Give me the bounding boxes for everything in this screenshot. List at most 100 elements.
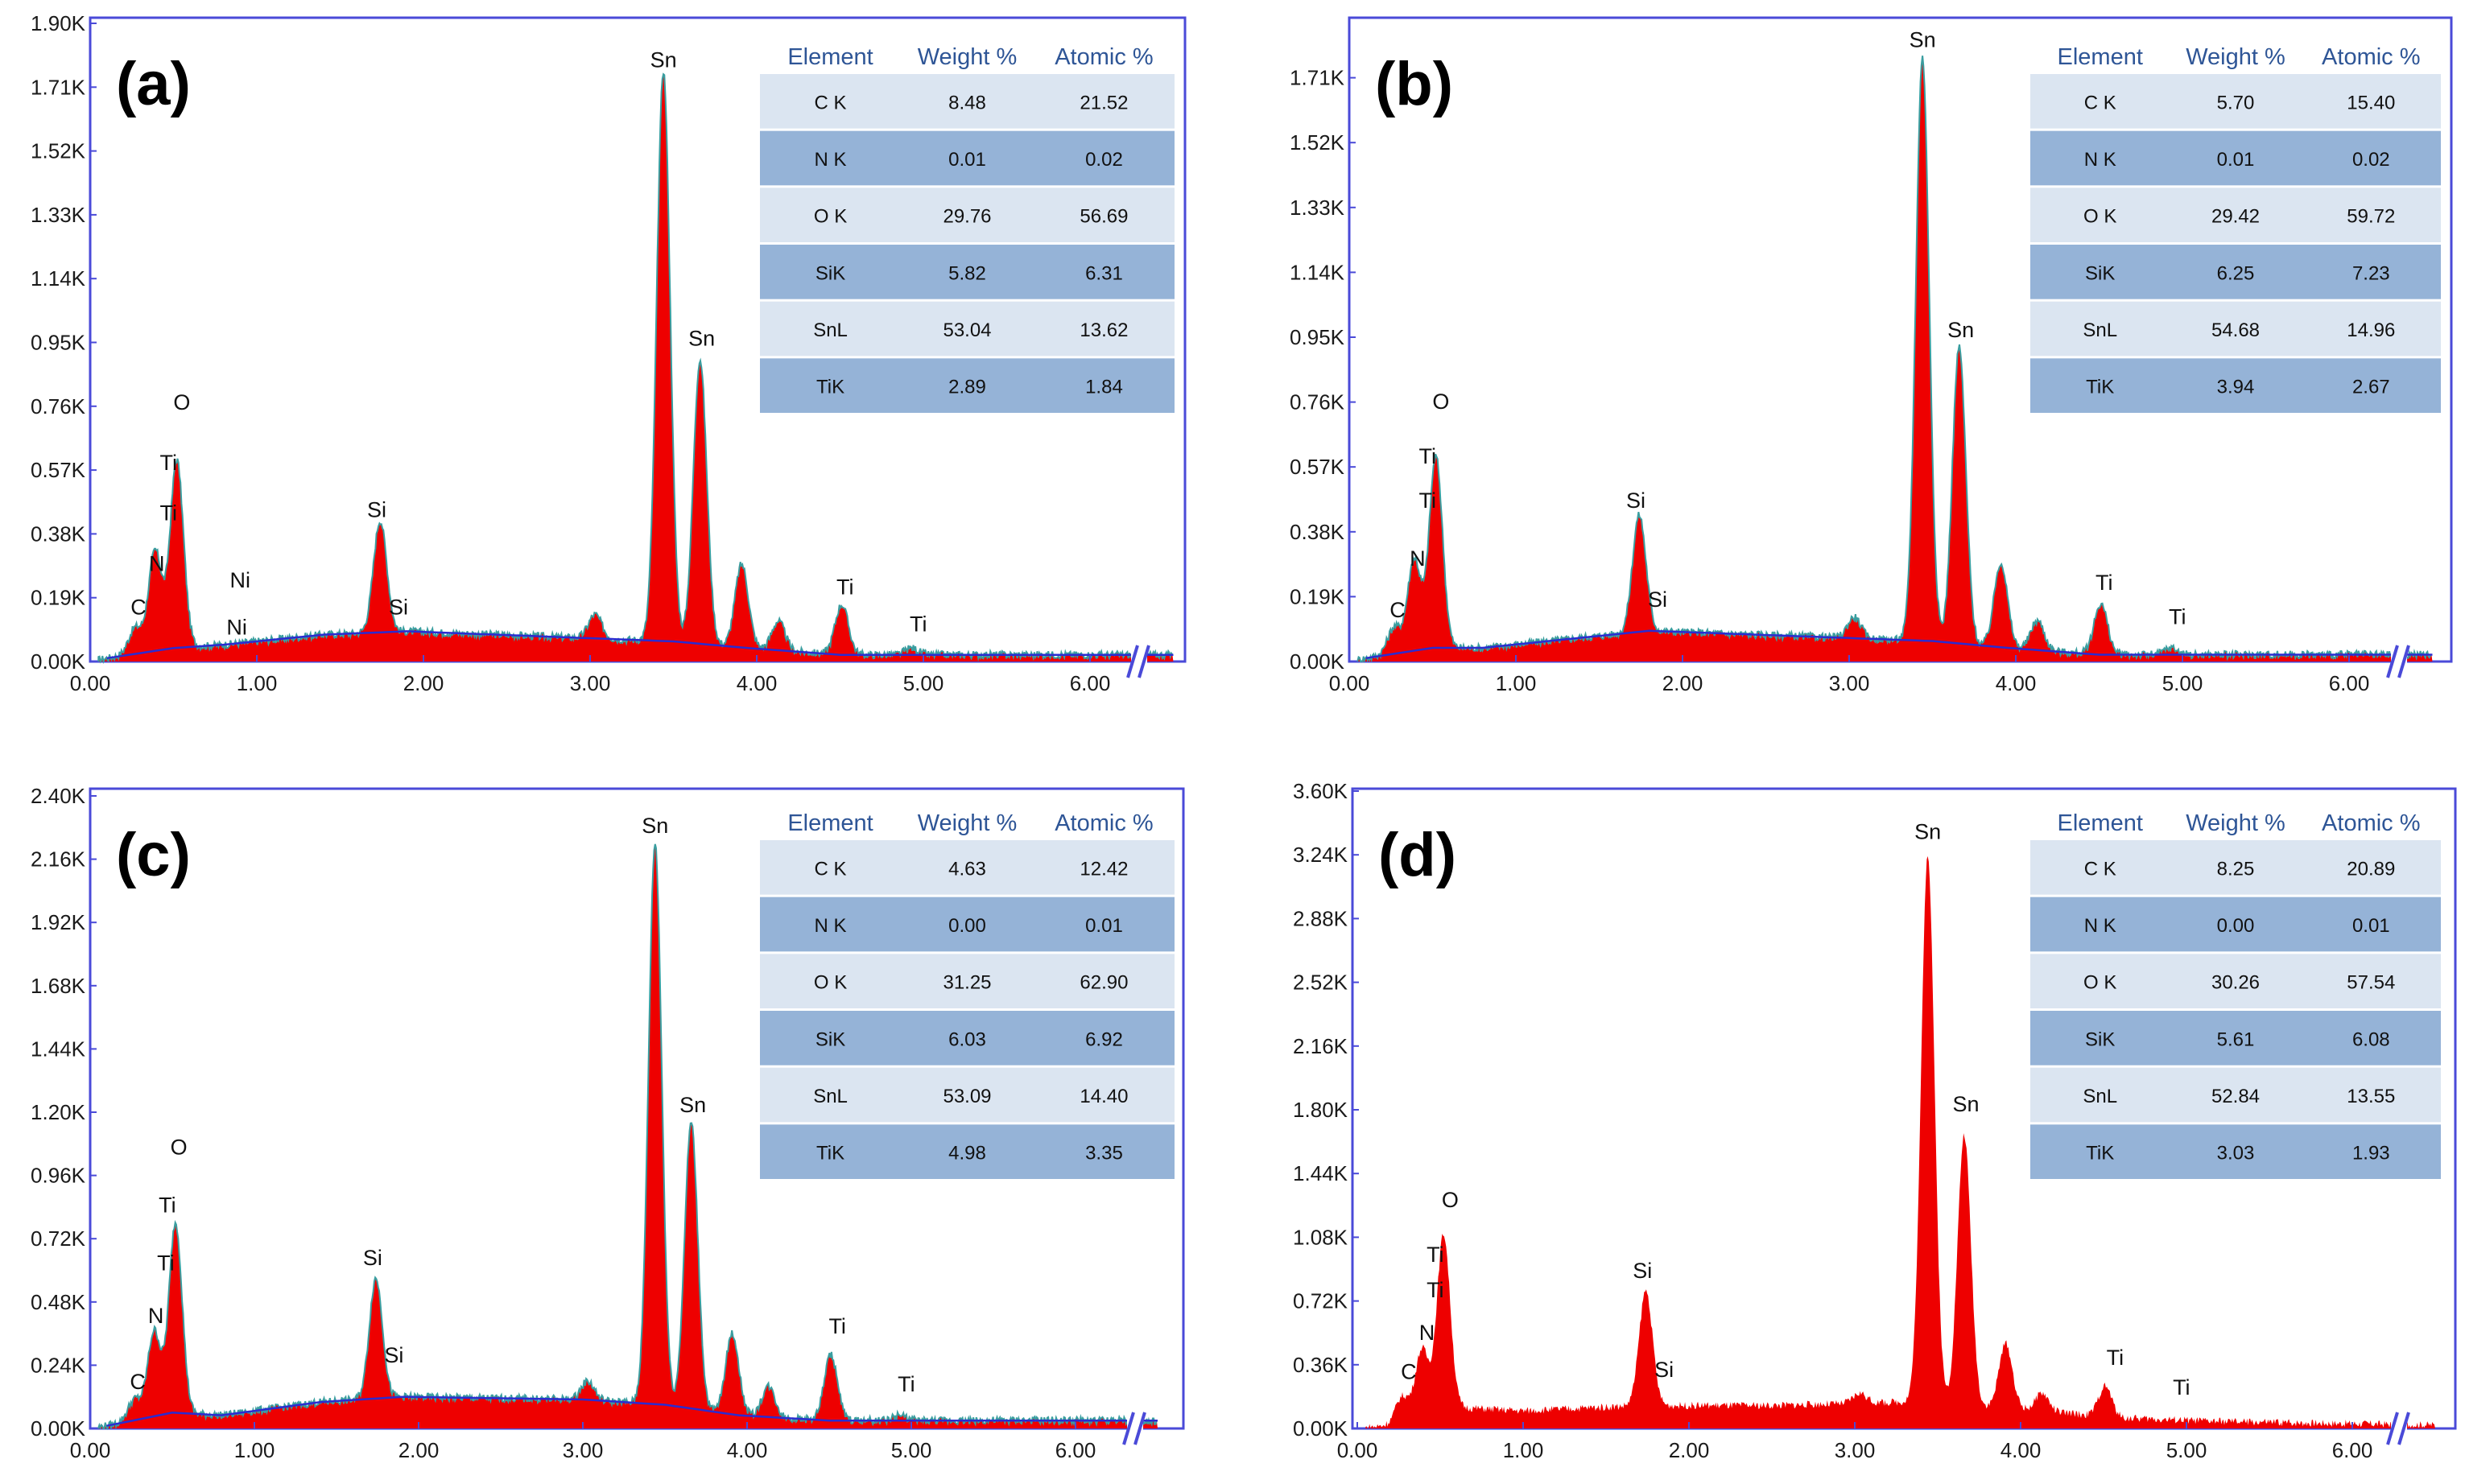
y-tick-label: 1.92K: [31, 910, 86, 934]
background-fit-line: [106, 630, 1174, 660]
table-cell: 7.23: [2352, 262, 2390, 284]
x-tick-label: 3.00: [1835, 1438, 1876, 1462]
x-tick-label: 6.00: [1055, 1438, 1096, 1462]
y-tick-label: 0.00K: [31, 1416, 86, 1441]
element-peak-label: Ti: [2095, 571, 2113, 595]
element-peak-label: O: [173, 390, 190, 414]
table-row: [2030, 954, 2441, 1008]
spectrum-outline: [97, 72, 1174, 665]
element-peak-label: Sn: [679, 1093, 706, 1117]
y-tick-label: 2.16K: [1293, 1034, 1348, 1058]
table-cell: O K: [814, 972, 847, 994]
element-peak-label: Ti: [2107, 1346, 2124, 1370]
table-header-cell: Atomic %: [2322, 44, 2420, 70]
y-tick-label: 1.14K: [1290, 260, 1345, 284]
y-tick-label: 0.38K: [31, 521, 86, 546]
x-tick-label: 1.00: [1496, 671, 1537, 695]
element-peak-label: N: [1410, 546, 1426, 571]
axis-break-marker: [1126, 645, 1150, 678]
element-peak-label: Sn: [642, 814, 668, 838]
table-cell: 30.26: [2211, 972, 2260, 994]
table-cell: 3.35: [1085, 1143, 1123, 1165]
element-peak-label: Si: [1654, 1358, 1674, 1382]
element-peak-label: Ti: [157, 1251, 175, 1276]
table-row: [2030, 897, 2441, 952]
y-tick-label: 1.33K: [1290, 196, 1345, 220]
x-tick-label: 5.00: [2166, 1438, 2207, 1462]
table-cell: 15.40: [2347, 92, 2395, 113]
table-cell: N K: [815, 915, 847, 937]
y-tick-label: 0.76K: [1290, 390, 1345, 414]
element-peak-label: Si: [1633, 1259, 1652, 1283]
table-cell: C K: [2084, 858, 2116, 880]
element-peak-label: N: [149, 551, 165, 575]
panel-label: (b): [1375, 50, 1453, 118]
table-cell: SnL: [2083, 1086, 2117, 1107]
element-peak-label: Ti: [1427, 1278, 1444, 1302]
table-row: [2030, 1067, 2441, 1123]
table-cell: C K: [2084, 92, 2116, 113]
table-header-cell: Atomic %: [2322, 810, 2420, 836]
y-tick-label: 0.95K: [1290, 325, 1345, 349]
element-peak-label: Si: [367, 498, 386, 522]
table-cell: 5.82: [948, 262, 986, 284]
table-row: [760, 74, 1175, 129]
table-row: [760, 130, 1175, 186]
eds-panel-1: 0.00K 0.19K 0.38K 0.57K 0.76K 0.95K 1.14K 1.33K…: [31, 11, 1187, 695]
table-row: [2030, 840, 2441, 895]
element-peak-label: Sn: [1914, 819, 1941, 843]
table-cell: 6.08: [2352, 1028, 2390, 1050]
table-cell: 2.89: [948, 377, 986, 398]
y-tick-label: 2.52K: [1293, 971, 1348, 995]
x-tick-label: 5.00: [903, 671, 944, 695]
table-cell: 54.68: [2211, 319, 2260, 341]
table-cell: 8.25: [2217, 858, 2255, 880]
table-cell: 59.72: [2347, 206, 2395, 228]
table-cell: 0.02: [2352, 149, 2390, 171]
table-header-cell: Element: [2058, 44, 2143, 70]
x-tick-label: 2.00: [1669, 1438, 1710, 1462]
table-cell: 12.42: [1080, 858, 1128, 880]
table-cell: 6.92: [1085, 1028, 1123, 1050]
table-cell: SnL: [813, 319, 848, 341]
y-tick-label: 0.19K: [31, 586, 86, 610]
table-row: [2030, 358, 2441, 413]
x-tick-label: 2.00: [1662, 671, 1703, 695]
table-cell: 0.00: [2217, 915, 2255, 937]
table-cell: 5.61: [2217, 1028, 2255, 1050]
x-tick-label: 4.00: [2000, 1438, 2042, 1462]
table-row: [2030, 301, 2441, 357]
composition-table: Element Weight % Atomic % C K 8.25 20.89 N K 0.…: [2030, 808, 2441, 1181]
element-peak-label: Ti: [1419, 488, 1437, 513]
element-peak-label: Si: [1626, 488, 1645, 513]
table-cell: SiK: [815, 1028, 845, 1050]
y-tick-label: 1.71K: [31, 75, 86, 99]
eds-panel-3: 0.00K 0.24K 0.48K 0.72K 0.96K 1.20K 1.44K 1.68K…: [31, 784, 1185, 1462]
table-cell: 1.84: [1085, 377, 1123, 398]
x-tick-label: 5.00: [2162, 671, 2203, 695]
y-tick-label: 0.96K: [31, 1164, 86, 1188]
eds-panel-2: 0.00K 0.19K 0.38K 0.57K 0.76K 0.95K 1.14K 1.33K…: [1290, 16, 2453, 695]
y-tick-label: 0.57K: [1290, 455, 1345, 479]
table-cell: 62.90: [1080, 972, 1128, 994]
panel-label: (c): [116, 821, 191, 889]
x-tick-label: 2.00: [403, 671, 444, 695]
x-tick-label: 4.00: [1996, 671, 2037, 695]
x-tick-label: 3.00: [1829, 671, 1870, 695]
table-cell: 0.01: [1085, 915, 1123, 937]
y-tick-label: 3.60K: [1293, 779, 1348, 803]
y-tick-label: 0.00K: [31, 649, 86, 674]
table-header-cell: Element: [787, 810, 873, 836]
table-cell: 2.67: [2352, 377, 2390, 398]
y-tick-label: 3.24K: [1293, 843, 1348, 867]
table-cell: SnL: [813, 1086, 848, 1107]
table-cell: TiK: [2086, 1143, 2114, 1165]
panel-label: (a): [116, 50, 191, 118]
table-cell: SiK: [2085, 1028, 2115, 1050]
table-row: [2030, 188, 2441, 242]
element-peak-label: Ti: [1419, 444, 1437, 468]
element-peak-label: Ti: [828, 1314, 846, 1338]
element-peak-label: Si: [363, 1246, 382, 1270]
table-cell: 1.93: [2352, 1143, 2390, 1165]
